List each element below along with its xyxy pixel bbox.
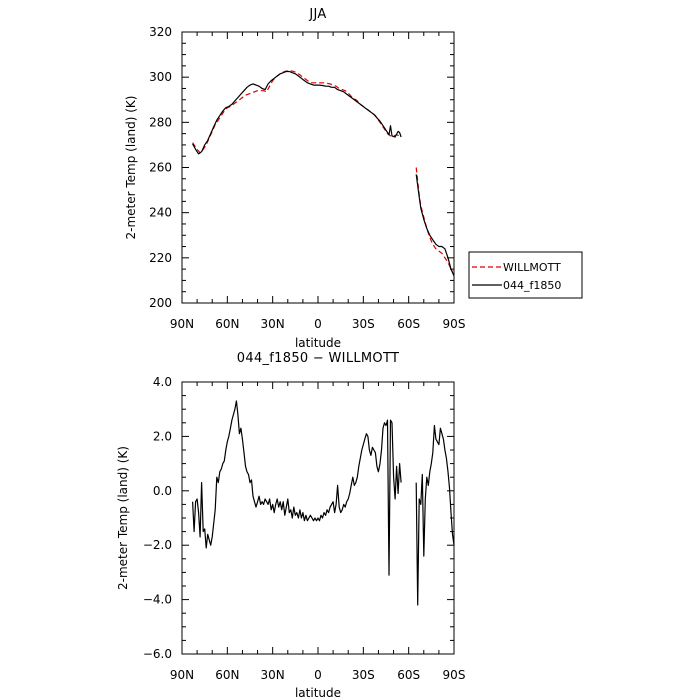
y-tick-label: −2.0 <box>143 538 172 552</box>
x-tick-label: 0 <box>314 668 322 682</box>
y-tick-label: −6.0 <box>143 647 172 661</box>
chart-title: 044_f1850 − WILLMOTT <box>237 351 399 366</box>
x-tick-label: 60S <box>397 668 420 682</box>
y-tick-label: 280 <box>149 115 172 129</box>
y-tick-label: 260 <box>149 161 172 175</box>
y-axis-label: 2-meter Temp (land) (K) <box>124 96 138 240</box>
y-tick-label: 220 <box>149 251 172 265</box>
x-tick-label: 90S <box>443 668 466 682</box>
series-line-1-segment-1 <box>415 174 455 277</box>
y-axis-label: 2-meter Temp (land) (K) <box>116 446 130 590</box>
chart-title: JJA <box>308 7 326 22</box>
y-tick-label: 4.0 <box>153 375 172 389</box>
y-tick-label: 2.0 <box>153 429 172 443</box>
series-line-0-segment-0 <box>192 70 400 154</box>
series-line-1-segment-0 <box>192 70 402 155</box>
legend: WILLMOTT 044_f1850 <box>468 251 583 299</box>
series-line-0-segment-1 <box>415 424 455 606</box>
x-tick-label: 30S <box>352 317 375 331</box>
x-tick-label: 60N <box>215 668 239 682</box>
x-tick-label: 0 <box>314 317 322 331</box>
legend-label: 044_f1850 <box>503 279 561 292</box>
x-tick-label: 90S <box>443 317 466 331</box>
x-tick-label: 30S <box>352 668 375 682</box>
x-tick-label: 60N <box>215 317 239 331</box>
x-tick-label: 90N <box>170 317 194 331</box>
y-tick-label: 200 <box>149 296 172 310</box>
plot-frame <box>181 31 455 304</box>
x-tick-label: 30N <box>261 317 285 331</box>
y-tick-label: 320 <box>149 25 172 39</box>
y-tick-label: 0.0 <box>153 484 172 498</box>
y-tick-label: 300 <box>149 70 172 84</box>
x-tick-label: 60S <box>397 317 420 331</box>
x-axis-label: latitude <box>295 336 341 350</box>
legend-label: WILLMOTT <box>503 261 561 274</box>
y-tick-label: 240 <box>149 206 172 220</box>
legend-box <box>468 251 583 299</box>
top-panel: JJA 200 220 240 260 280 300 320 90N 60N 30N 0 30S 60S… <box>124 7 583 350</box>
y-tick-label: −4.0 <box>143 593 172 607</box>
x-tick-label: 30N <box>261 668 285 682</box>
x-tick-label: 90N <box>170 668 194 682</box>
bottom-panel: 044_f1850 − WILLMOTT −6.0 −4.0 −2.0 0.0 2.0 4.… <box>116 351 465 700</box>
series-line-0-segment-0 <box>192 400 402 576</box>
x-axis-label: latitude <box>295 686 341 700</box>
